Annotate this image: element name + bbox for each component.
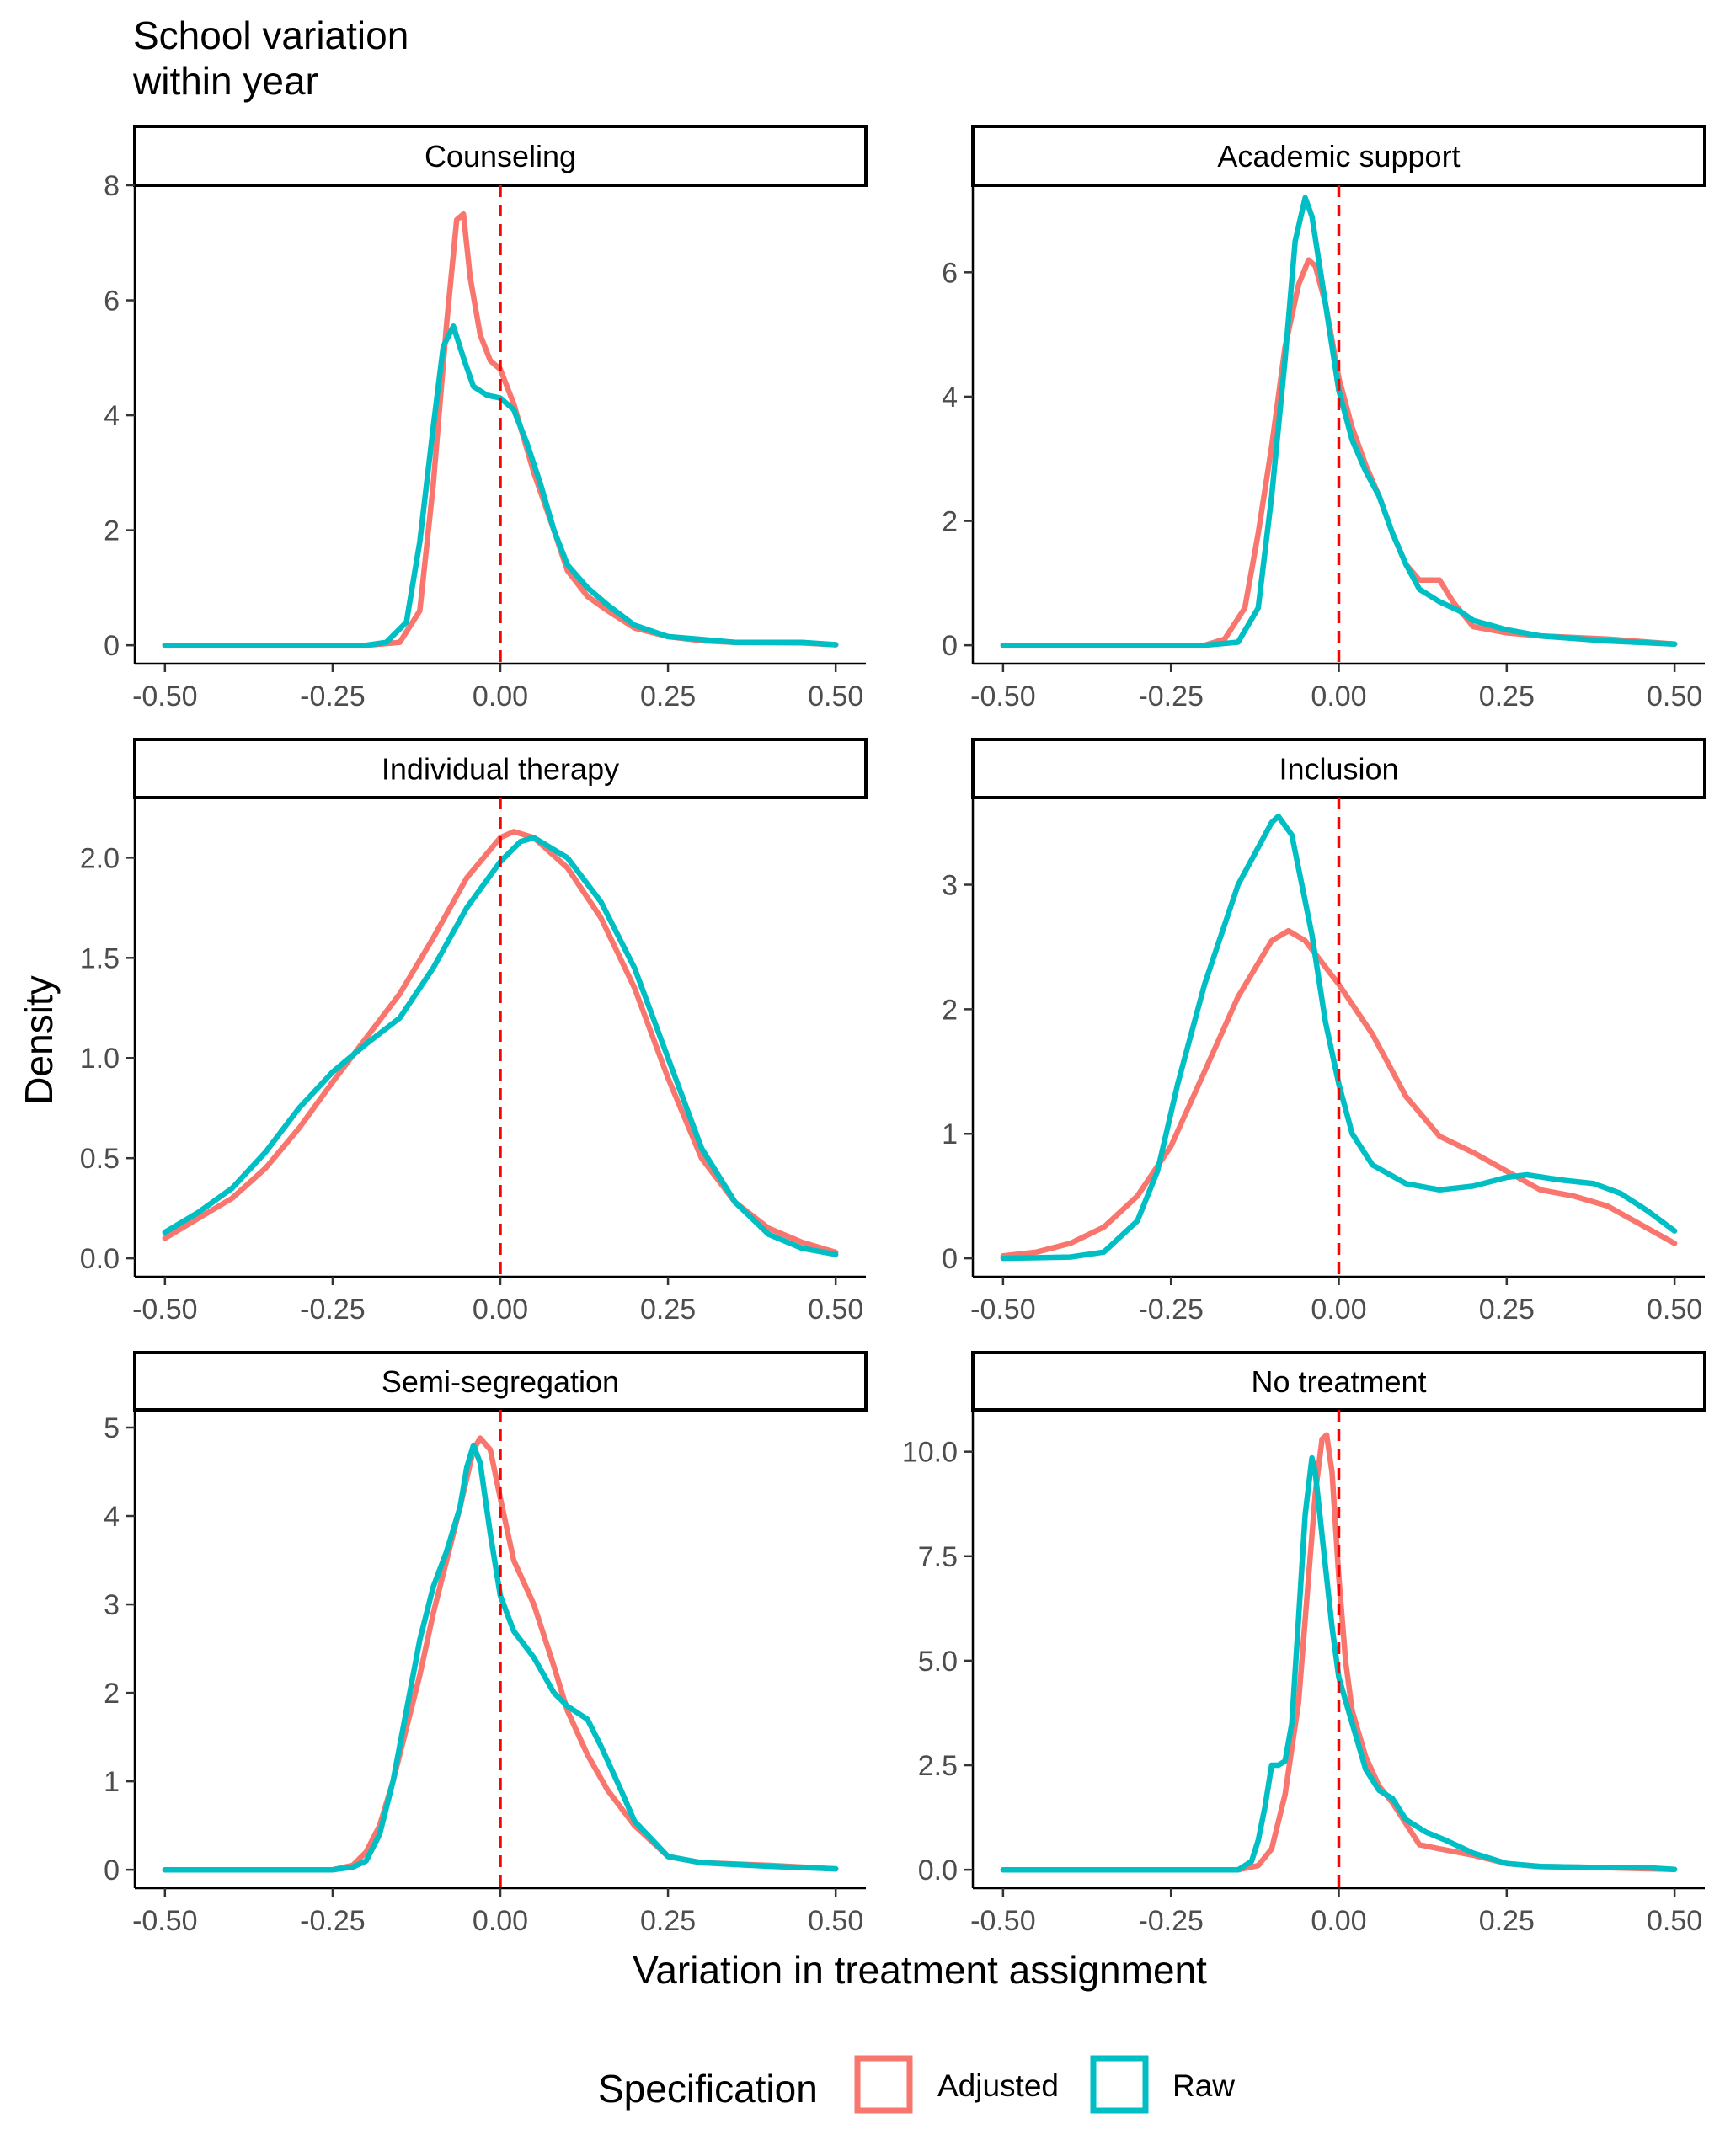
legend-key-raw (1090, 2055, 1149, 2114)
x-tick-label-semi-segregation: -0.50 (132, 1905, 198, 1937)
panel-inclusion: Inclusion 0 1 2 3 -0.50 -0.25 0.00 0.25 0.50 (942, 738, 1706, 1326)
panel-no-treatment: No treatment 0.0 2.5 5.0 7.5 10.0 -0.50 -0.25 0.… (902, 1351, 1706, 1937)
y-tick-label-inclusion: 1 (942, 1118, 958, 1150)
strip-label-no-treatment: No treatment (1251, 1364, 1426, 1399)
y-tick-label-individual-therapy: 2.0 (80, 842, 120, 874)
density-curve-raw-inclusion (1000, 813, 1678, 1262)
y-tick-label-no-treatment: 10.0 (902, 1437, 958, 1469)
x-tick-label-counseling: 0.00 (473, 680, 528, 712)
y-tick-label-individual-therapy: 1.5 (80, 942, 120, 974)
strip-label-counseling: Counseling (425, 139, 576, 173)
y-axis-title: Density (17, 975, 61, 1104)
y-tick-label-no-treatment: 0.0 (918, 1854, 958, 1886)
x-tick-label-no-treatment: 0.00 (1311, 1905, 1366, 1937)
y-tick-label-semi-segregation: 0 (104, 1854, 120, 1886)
y-tick-label-counseling: 4 (104, 400, 120, 432)
y-tick-label-academic-support: 2 (942, 506, 958, 538)
legend-label-adjusted: Adjusted (937, 2068, 1059, 2103)
legend-title: Specification (598, 2067, 818, 2111)
y-tick-label-no-treatment: 5.0 (918, 1646, 958, 1678)
strip-label-academic-support: Academic support (1217, 139, 1460, 173)
strip-label-inclusion: Inclusion (1279, 752, 1398, 787)
y-tick-label-semi-segregation: 3 (104, 1589, 120, 1621)
x-tick-label-individual-therapy: -0.50 (132, 1294, 198, 1326)
y-tick-label-inclusion: 0 (942, 1243, 958, 1275)
strip-label-semi-segregation: Semi-segregation (382, 1364, 619, 1399)
x-tick-label-semi-segregation: -0.25 (300, 1905, 366, 1937)
x-tick-label-inclusion: 0.00 (1311, 1294, 1366, 1326)
x-tick-label-no-treatment: 0.50 (1647, 1905, 1702, 1937)
y-tick-label-academic-support: 4 (942, 382, 958, 414)
x-tick-label-no-treatment: -0.25 (1138, 1905, 1204, 1937)
chart-title-line-1: School variation (133, 13, 409, 57)
density-curve-adjusted-academic-support (1000, 257, 1678, 648)
x-tick-label-individual-therapy: 0.50 (808, 1294, 863, 1326)
legend-key-adjusted (854, 2055, 913, 2114)
x-axis-title: Variation in treatment assignment (633, 1948, 1207, 1992)
x-tick-label-counseling: -0.50 (132, 680, 198, 712)
density-curve-adjusted-inclusion (1000, 927, 1678, 1259)
x-tick-label-semi-segregation: 0.00 (473, 1905, 528, 1937)
x-tick-label-counseling: 0.50 (808, 680, 863, 712)
strip-semi-segregation (133, 1351, 868, 1412)
y-tick-label-inclusion: 3 (942, 870, 958, 902)
panel-academic-support: Academic support 0 2 4 6 -0.50 -0.25 0.00 0.25 0.… (942, 125, 1706, 712)
x-tick-label-academic-support: 0.25 (1479, 680, 1535, 712)
density-curve-raw-individual-therapy (162, 835, 839, 1257)
panel-individual-therapy: Individual therapy 0.0 0.5 1.0 1.5 2.0 -0.50 -0… (80, 738, 868, 1326)
y-tick-label-inclusion: 2 (942, 994, 958, 1026)
chart-title-line-2: within year (132, 59, 318, 103)
x-tick-label-semi-segregation: 0.25 (640, 1905, 696, 1937)
x-tick-label-academic-support: 0.50 (1647, 680, 1702, 712)
density-curve-raw-academic-support (1000, 195, 1678, 648)
density-curve-raw-no-treatment (1000, 1454, 1678, 1873)
density-curve-raw-counseling (162, 323, 839, 648)
x-tick-label-inclusion: -0.50 (970, 1294, 1036, 1326)
strip-label-individual-therapy: Individual therapy (382, 752, 619, 787)
y-tick-label-semi-segregation: 2 (104, 1678, 120, 1710)
y-tick-label-individual-therapy: 0.5 (80, 1143, 120, 1175)
x-tick-label-counseling: 0.25 (640, 680, 696, 712)
x-tick-label-no-treatment: 0.25 (1479, 1905, 1535, 1937)
y-tick-label-counseling: 2 (104, 515, 120, 547)
legend: Specification Adjusted Raw (598, 2055, 1235, 2114)
y-tick-label-semi-segregation: 5 (104, 1412, 120, 1444)
y-tick-label-counseling: 6 (104, 286, 120, 318)
x-tick-label-inclusion: 0.25 (1479, 1294, 1535, 1326)
y-tick-label-semi-segregation: 1 (104, 1766, 120, 1798)
x-tick-label-semi-segregation: 0.50 (808, 1905, 863, 1937)
x-tick-label-academic-support: -0.50 (970, 680, 1036, 712)
x-tick-label-individual-therapy: -0.25 (300, 1294, 366, 1326)
x-tick-label-counseling: -0.25 (300, 680, 366, 712)
x-tick-label-academic-support: -0.25 (1138, 680, 1204, 712)
x-tick-label-individual-therapy: 0.25 (640, 1294, 696, 1326)
y-tick-label-individual-therapy: 1.0 (80, 1043, 120, 1075)
panel-counseling: Counseling 0 2 4 6 8 -0.50 -0.25 0.00 0.25 0.50 (104, 125, 868, 712)
y-tick-label-no-treatment: 7.5 (918, 1541, 958, 1573)
y-tick-label-counseling: 0 (104, 630, 120, 662)
x-tick-label-academic-support: 0.00 (1311, 680, 1366, 712)
x-tick-label-individual-therapy: 0.00 (473, 1294, 528, 1326)
x-tick-label-inclusion: -0.25 (1138, 1294, 1204, 1326)
y-tick-label-academic-support: 6 (942, 257, 958, 289)
x-tick-label-inclusion: 0.50 (1647, 1294, 1702, 1326)
legend-label-raw: Raw (1172, 2068, 1235, 2103)
y-tick-label-academic-support: 0 (942, 630, 958, 662)
x-tick-label-no-treatment: -0.50 (970, 1905, 1036, 1937)
panel-semi-segregation: Semi-segregation 0 1 2 3 4 5 -0.50 -0.25 0.00 0.25… (104, 1351, 868, 1937)
strip-counseling (133, 125, 868, 187)
y-tick-label-individual-therapy: 0.0 (80, 1243, 120, 1275)
density-curve-raw-semi-segregation (162, 1442, 839, 1873)
strip-academic-support (971, 125, 1706, 187)
y-tick-label-semi-segregation: 4 (104, 1501, 120, 1533)
y-tick-label-no-treatment: 2.5 (918, 1750, 958, 1782)
y-tick-label-counseling: 8 (104, 170, 120, 202)
